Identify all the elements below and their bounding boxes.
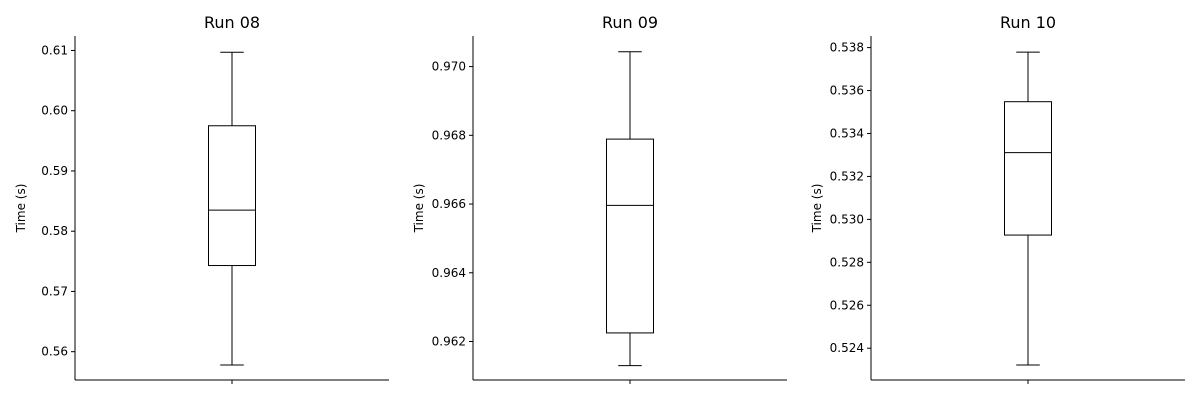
y-tick-label: 0.56 (41, 345, 68, 359)
y-tick-label: 0.970 (432, 60, 466, 74)
y-tick-label: 0.536 (830, 84, 864, 98)
subplot-title: Run 09 (602, 13, 658, 32)
y-tick-label: 0.538 (830, 41, 864, 55)
y-tick-label: 0.61 (41, 43, 68, 57)
y-tick-label: 0.57 (41, 284, 68, 298)
y-tick-label: 0.524 (830, 341, 864, 355)
y-axis-label: Time (s) (810, 184, 824, 234)
y-tick-label: 0.59 (41, 164, 68, 178)
y-axis-label: Time (s) (412, 184, 426, 234)
subplot-3: Run 10 0.524 0.526 0.528 0.530 0.532 0.534 0.53… (810, 13, 1185, 384)
y-tick-label: 0.964 (432, 266, 466, 280)
y-tick-label: 0.532 (830, 169, 864, 183)
y-tick-label: 0.530 (830, 212, 864, 226)
y-tick-label: 0.58 (41, 224, 68, 238)
subplot-2: Run 09 0.962 0.964 0.966 0.968 0.970 Time (s) (412, 13, 787, 384)
iqr-box (208, 125, 256, 267)
y-tick-label: 0.60 (41, 104, 68, 118)
subplot-title: Run 10 (1000, 13, 1056, 32)
y-tick-label: 0.526 (830, 298, 864, 312)
y-axis-label: Time (s) (14, 184, 28, 234)
y-tick-label: 0.966 (432, 197, 466, 211)
iqr-box (1004, 101, 1052, 236)
y-tick-label: 0.968 (432, 128, 466, 142)
subplot-title: Run 08 (204, 13, 260, 32)
iqr-box (606, 138, 654, 334)
y-tick-label: 0.534 (830, 126, 864, 140)
subplot-1: Run 08 0.56 0.57 0.58 0.59 0.60 0.61 Time (s) (14, 13, 389, 384)
y-tick-label: 0.962 (432, 335, 466, 349)
y-tick-label: 0.528 (830, 255, 864, 269)
